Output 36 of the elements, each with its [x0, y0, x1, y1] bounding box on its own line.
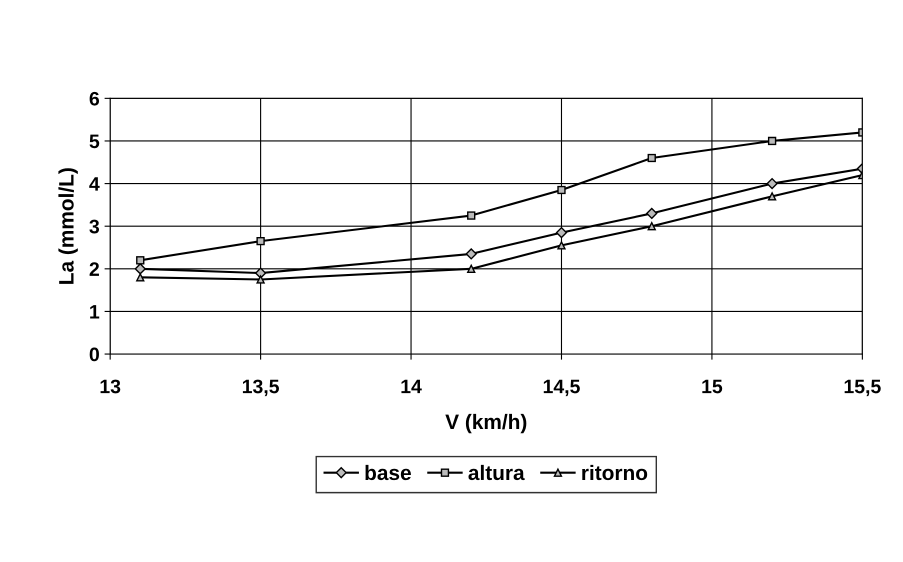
- y-tick-label: 0: [90, 348, 99, 362]
- x-tick-label: 13,5: [242, 380, 279, 396]
- y-tick-label: 6: [90, 92, 100, 106]
- point: [768, 192, 776, 201]
- point: [648, 222, 656, 230]
- x-axis-title: V (km/h): [445, 414, 526, 434]
- point: [556, 226, 568, 238]
- x-tick-label: 15: [702, 380, 722, 394]
- point: [557, 241, 566, 250]
- y-tick-label: 2: [90, 262, 99, 276]
- y-tick-label: 4: [89, 177, 100, 191]
- legend-label: altura: [468, 464, 525, 480]
- point: [766, 178, 778, 190]
- y-axis-title: La (mmol/L): [58, 168, 78, 284]
- point: [648, 154, 656, 162]
- x-tick-label: 14: [401, 380, 422, 394]
- y-tick-label: 3: [89, 220, 100, 234]
- legend-label: base: [366, 464, 411, 480]
- point: [256, 236, 265, 246]
- x-tick-label: 14,5: [544, 380, 580, 396]
- point: [255, 267, 266, 279]
- legend-label: ritorno: [582, 464, 648, 480]
- y-tick-label: 1: [90, 305, 100, 318]
- point: [646, 208, 658, 220]
- point: [768, 136, 776, 146]
- x-tick-label: 15,5: [844, 380, 881, 396]
- point: [557, 186, 566, 194]
- point: [136, 273, 144, 282]
- point: [467, 264, 476, 273]
- point: [136, 256, 144, 264]
- y-tick-label: 5: [90, 134, 100, 148]
- point: [467, 211, 476, 220]
- x-tick-label: 13: [100, 380, 120, 394]
- point: [466, 248, 477, 260]
- point: [134, 263, 146, 274]
- point: [256, 275, 265, 284]
